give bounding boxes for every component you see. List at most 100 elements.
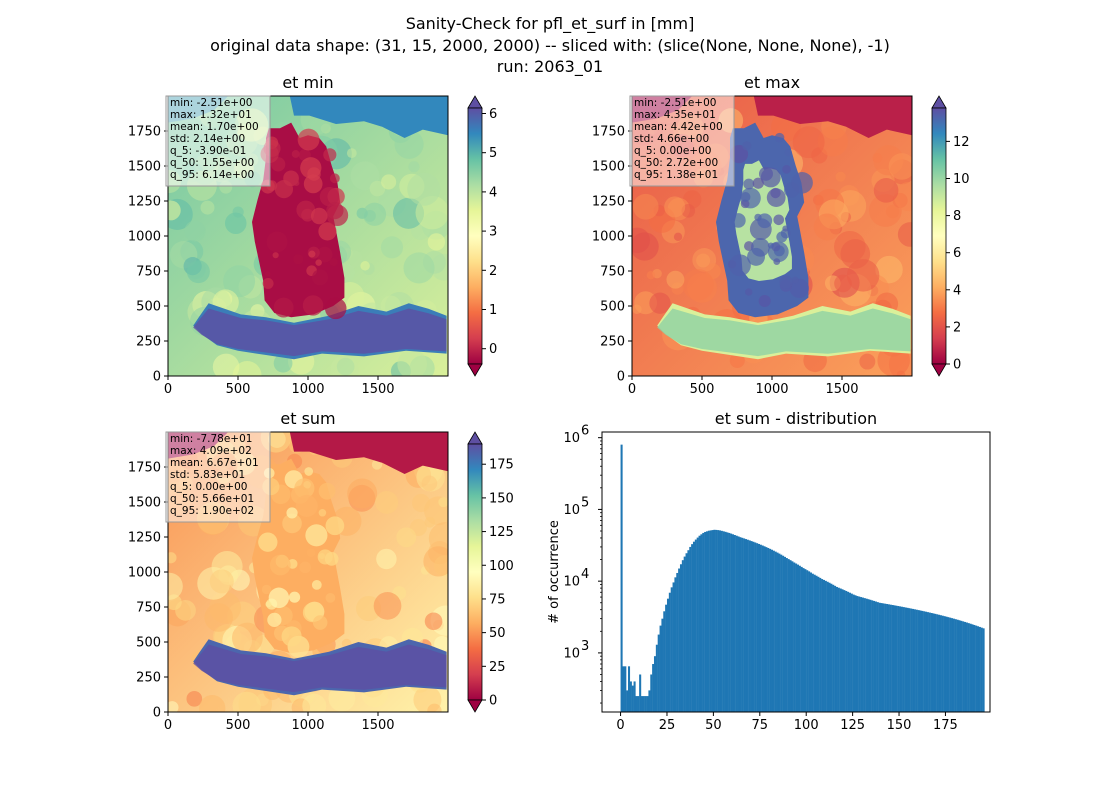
histogram-bar <box>845 590 848 712</box>
panel-et-sum-distribution: et sum - distribution 0 25 50 75 100 125 150 17… <box>547 409 991 733</box>
histogram-bar <box>759 544 762 712</box>
y-tick-label: 1750 <box>128 461 161 476</box>
histogram-bar <box>900 606 903 712</box>
histogram-bar <box>873 600 876 712</box>
y-tick-label: 750 <box>600 265 625 280</box>
histogram-bar <box>908 608 911 712</box>
histogram-bar <box>861 597 864 712</box>
histogram-bar <box>733 535 736 712</box>
histogram-bar <box>687 550 690 712</box>
x-tick-label: 500 <box>226 382 251 397</box>
histogram-bar <box>702 532 705 712</box>
stat-std: std: 5.83e+01 <box>170 469 245 481</box>
colorbar-tick-label: 12 <box>953 135 970 150</box>
colorbar-tick-label: 4 <box>489 185 497 200</box>
axis-ticks-et-min: 0 500 1000 1500 0 250 500 750 1000 1250 1500 1750 <box>128 125 395 398</box>
histogram-bar <box>834 585 837 712</box>
x-tick-label: 1500 <box>361 718 394 733</box>
x-tick-label: 0 <box>628 382 636 397</box>
panel-title-et-max: et max <box>744 73 800 92</box>
histogram-bar <box>841 589 844 712</box>
colorbar-tick-label: 125 <box>489 525 514 540</box>
stats-box-et-min: min: -2.51e+00 max: 1.32e+01 mean: 1.70e… <box>165 95 271 187</box>
colorbar-et-max: 0 2 4 6 8 10 12 <box>931 95 970 377</box>
histogram-bar <box>913 609 916 712</box>
histogram-bar <box>850 593 853 712</box>
stats-box-bg <box>165 431 271 523</box>
histogram-bar <box>982 628 985 712</box>
y-tick-label: 1000 <box>592 230 625 245</box>
histogram-bar <box>668 592 671 712</box>
histogram-bar <box>856 596 859 712</box>
panel-et-min: et min 0 500 1000 1500025050075010001250150… <box>128 73 497 397</box>
x-tick-label: 500 <box>690 382 715 397</box>
histogram-bar <box>947 617 950 712</box>
histogram-bar <box>958 620 961 712</box>
y-tick-label: 250 <box>136 335 161 350</box>
colorbar-extend-min <box>931 363 947 377</box>
y-tick-exponent: 4 <box>581 567 589 582</box>
histogram-bar <box>848 592 851 712</box>
histogram-bar <box>744 539 748 712</box>
colorbar-body <box>931 107 947 365</box>
histogram-bar <box>962 621 965 712</box>
histogram-bar <box>640 696 644 712</box>
histogram-bar <box>915 609 918 712</box>
histogram-bar <box>679 564 683 712</box>
colorbar-tick-label: 2 <box>953 320 961 335</box>
stat-mean: mean: 4.42e+00 <box>634 121 723 133</box>
histogram-bar <box>705 531 709 712</box>
x-tick-label: 75 <box>752 718 769 733</box>
histogram-bar <box>681 560 684 712</box>
histogram-bar <box>648 690 651 712</box>
histogram-bar <box>951 618 954 712</box>
histogram-bar <box>952 618 955 712</box>
histogram-bar <box>904 607 907 712</box>
x-tick-label: 1500 <box>361 382 394 397</box>
x-tick-label: 1500 <box>825 382 858 397</box>
y-tick-label: 10 <box>563 646 580 661</box>
histogram-bar <box>847 591 850 712</box>
y-tick-label: 500 <box>136 636 161 651</box>
x-tick-label: 100 <box>794 718 819 733</box>
y-tick-exponent: 6 <box>581 424 589 439</box>
histogram-bar <box>910 608 913 712</box>
histogram-bar <box>884 603 887 712</box>
histogram-bar <box>858 596 861 712</box>
y-tick-label: 10 <box>563 575 580 590</box>
histogram-bar <box>973 624 976 712</box>
histogram-bar <box>839 588 842 712</box>
histogram-bar <box>928 612 931 712</box>
axis-ticks-et-sum: 0 500 1000 1500 0 250 500 750 1000 1250 1500 1750 <box>128 461 395 734</box>
histogram-bar <box>726 532 729 712</box>
histogram-bar <box>663 611 666 712</box>
colorbar-tick-label: 100 <box>489 559 514 574</box>
y-tick-label: 1250 <box>592 195 625 210</box>
histogram-bar <box>852 594 855 712</box>
histogram-bar <box>893 605 896 712</box>
histogram-bar <box>655 644 658 712</box>
histogram-bar <box>921 610 924 712</box>
histogram-bar <box>676 572 679 712</box>
histogram-bar <box>653 656 657 712</box>
colorbar-et-sum: 0 25 50 75 100 125 150 175 <box>467 431 514 713</box>
x-tick-label: 0 <box>164 718 172 733</box>
histogram-bar <box>672 582 675 712</box>
histogram-bar <box>945 616 948 712</box>
histogram-bar <box>886 604 889 712</box>
histogram-bar <box>843 590 846 712</box>
colorbar-body <box>467 107 483 365</box>
histogram-bar <box>897 606 900 712</box>
y-tick-label: 1750 <box>128 125 161 140</box>
histogram-bar <box>743 538 746 712</box>
y-tick-label: 250 <box>136 671 161 686</box>
y-tick-label: 500 <box>136 300 161 315</box>
histogram-bar <box>854 595 857 712</box>
panel-et-sum: et sum 0 500 1000 1500025050075010001250150… <box>128 409 514 733</box>
histogram-bar <box>867 599 870 712</box>
histogram-bar <box>902 607 905 712</box>
colorbar-et-min: 0 1 2 3 4 5 6 <box>467 95 497 377</box>
histogram-bar <box>635 696 638 712</box>
histogram-bar <box>637 696 640 712</box>
stats-box-et-sum: min: -7.78e+01 max: 4.09e+02 mean: 6.67e… <box>165 431 271 523</box>
